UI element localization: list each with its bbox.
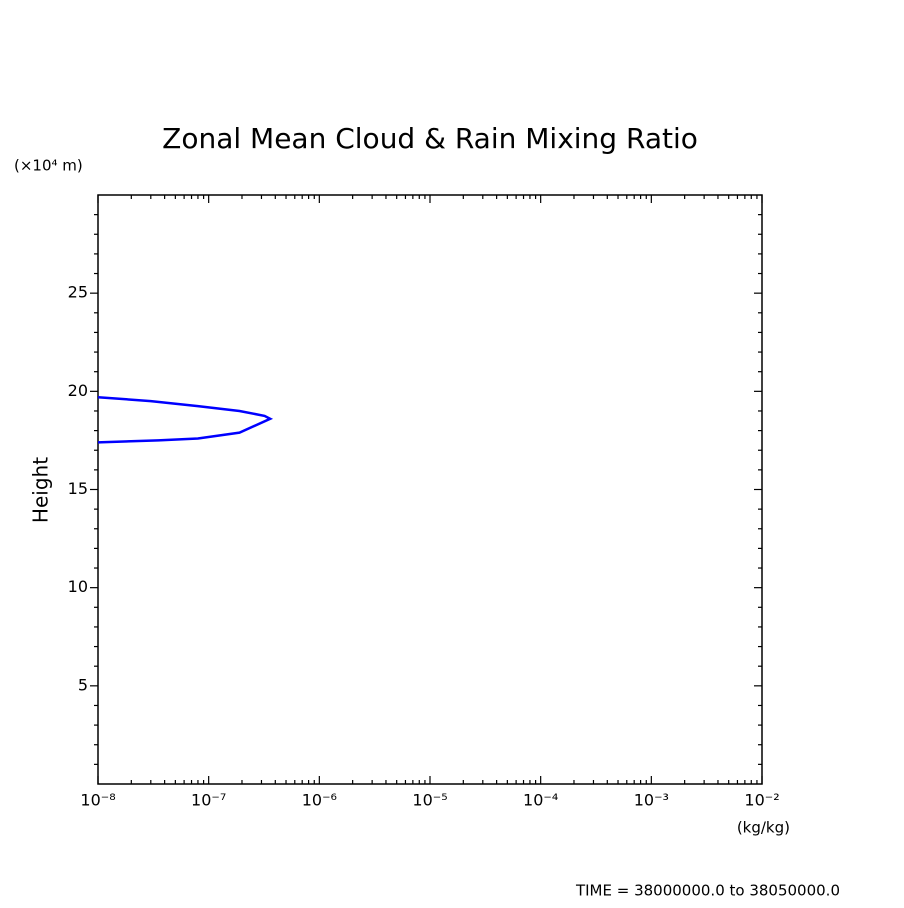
x-tick-label: 10⁻⁷ <box>191 791 226 810</box>
x-tick-label: 10⁻⁵ <box>412 791 447 810</box>
y-tick-label: 10 <box>68 577 88 596</box>
y-tick-label: 5 <box>78 675 88 694</box>
x-tick-label: 10⁻³ <box>634 791 669 810</box>
data-line <box>97 395 274 444</box>
y-tick-label: 20 <box>68 381 88 400</box>
y-tick-label: 25 <box>68 283 88 302</box>
x-tick-label: 10⁻⁴ <box>523 791 558 810</box>
plot-frame <box>97 194 763 785</box>
y-unit: (×10⁴ m) <box>14 157 83 175</box>
chart-title: Zonal Mean Cloud & Rain Mixing Ratio <box>162 122 698 155</box>
x-unit: (kg/kg) <box>737 819 790 837</box>
x-tick-label: 10⁻² <box>744 791 779 810</box>
x-tick-label: 10⁻⁶ <box>302 791 337 810</box>
y-tick-label: 15 <box>68 479 88 498</box>
footer-text: TIME = 38000000.0 to 38050000.0 <box>575 882 840 900</box>
y-axis-label: Height <box>29 457 53 523</box>
x-tick-label: 10⁻⁸ <box>80 791 115 810</box>
